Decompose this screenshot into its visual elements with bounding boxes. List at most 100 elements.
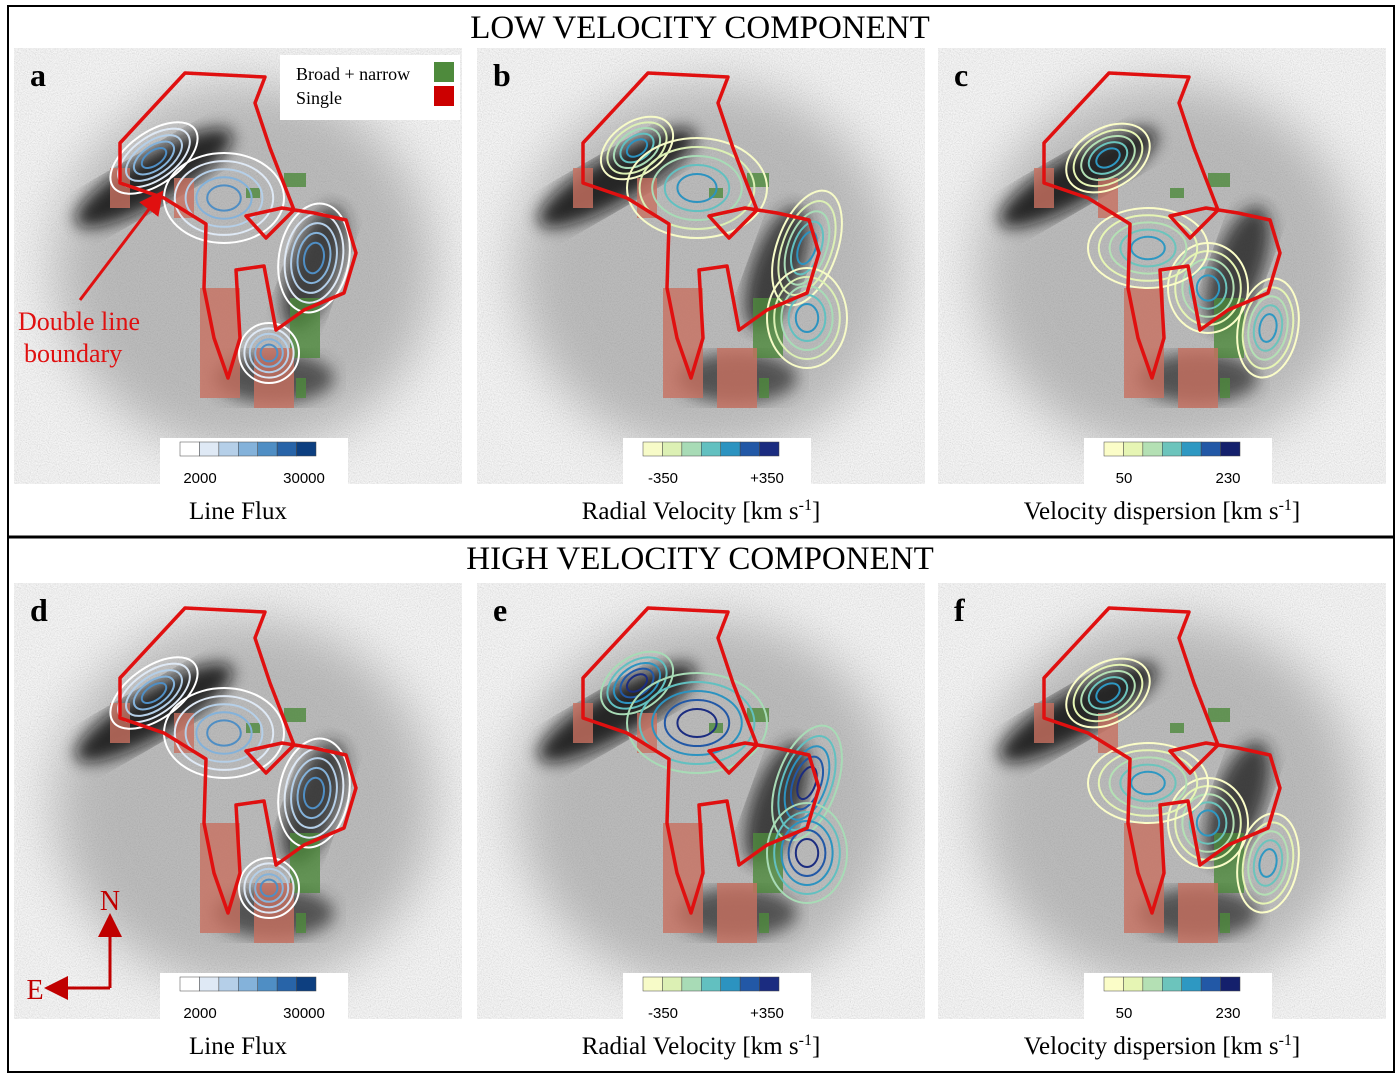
spaxel-patch bbox=[1208, 708, 1230, 722]
spaxel-patch bbox=[1178, 883, 1218, 943]
colorbar-min: -350 bbox=[648, 1005, 678, 1022]
caption-sup: -1 bbox=[1279, 497, 1292, 514]
image bbox=[14, 583, 462, 1019]
colorbar-swatch bbox=[760, 977, 779, 991]
colorbar-max: 230 bbox=[1215, 470, 1240, 487]
colorbar-swatch bbox=[1123, 442, 1142, 456]
colorbar-swatch bbox=[1221, 442, 1240, 456]
spaxel-patch bbox=[1220, 378, 1230, 398]
spaxel-patch bbox=[759, 378, 769, 398]
colorbar-swatch bbox=[199, 442, 218, 456]
caption: Radial Velocity [km s-1] bbox=[582, 1032, 821, 1060]
colorbar-swatch bbox=[682, 977, 701, 991]
colorbar-swatch bbox=[1221, 977, 1240, 991]
spaxel-patch bbox=[1208, 173, 1230, 187]
colorbar-swatch bbox=[721, 442, 740, 456]
section-title: HIGH VELOCITY COMPONENT bbox=[466, 541, 933, 577]
compass-north-label: N bbox=[100, 886, 120, 917]
caption-sup: -1 bbox=[1279, 1032, 1292, 1049]
colorbar-swatch bbox=[1162, 977, 1181, 991]
legend-label: Broad + narrow bbox=[296, 64, 410, 84]
colorbar-max: +350 bbox=[750, 470, 784, 487]
colorbar-swatch bbox=[258, 442, 277, 456]
panel-letter: c bbox=[954, 57, 968, 93]
caption: Velocity dispersion [km s-1] bbox=[1024, 497, 1301, 525]
spaxel-patch bbox=[759, 913, 769, 933]
colorbar-swatch bbox=[219, 977, 238, 991]
colorbar-swatch bbox=[682, 442, 701, 456]
annotation: boundary bbox=[24, 339, 122, 368]
colorbar-swatch bbox=[721, 977, 740, 991]
colorbar-swatch bbox=[760, 442, 779, 456]
colorbar-swatch bbox=[740, 442, 759, 456]
caption: Line Flux bbox=[189, 1033, 287, 1060]
caption-text: Line Flux bbox=[189, 498, 287, 525]
caption-text: Velocity dispersion [km s bbox=[1024, 498, 1279, 525]
panel-letter: e bbox=[493, 592, 507, 628]
colorbar-swatch bbox=[1201, 977, 1220, 991]
colorbar-swatch bbox=[277, 977, 296, 991]
colorbar-swatch bbox=[662, 977, 681, 991]
caption-text: Radial Velocity [km s bbox=[582, 1033, 799, 1060]
image bbox=[477, 583, 925, 1019]
colorbar-swatch bbox=[180, 442, 199, 456]
colorbar-swatch bbox=[1104, 977, 1123, 991]
colorbar-swatch bbox=[180, 977, 199, 991]
spaxel-patch bbox=[284, 708, 306, 722]
colorbar-swatch bbox=[662, 442, 681, 456]
spaxel-patch bbox=[296, 378, 306, 398]
caption-end: ] bbox=[812, 1033, 820, 1060]
colorbar-min: 2000 bbox=[183, 470, 216, 487]
panel: c50230 bbox=[938, 48, 1386, 487]
colorbar-swatch bbox=[199, 977, 218, 991]
legend-swatch bbox=[434, 86, 454, 106]
caption-text: Velocity dispersion [km s bbox=[1024, 1033, 1279, 1060]
colorbar-swatch bbox=[1162, 442, 1181, 456]
colorbar-swatch bbox=[258, 977, 277, 991]
panel-letter: b bbox=[493, 57, 511, 93]
caption: Radial Velocity [km s-1] bbox=[582, 497, 821, 525]
colorbar-swatch bbox=[740, 977, 759, 991]
spaxel-patch bbox=[1178, 348, 1218, 408]
colorbar-max: +350 bbox=[750, 1005, 784, 1022]
caption-end: ] bbox=[812, 498, 820, 525]
spaxel-patch bbox=[1170, 723, 1184, 733]
colorbar-swatch bbox=[1182, 977, 1201, 991]
colorbar-swatch bbox=[219, 442, 238, 456]
colorbar-swatch bbox=[643, 977, 662, 991]
colorbar-swatch bbox=[297, 977, 316, 991]
colorbar-min: 2000 bbox=[183, 1005, 216, 1022]
legend-label: Single bbox=[296, 88, 342, 108]
colorbar-swatch bbox=[701, 977, 720, 991]
colorbar-min: 50 bbox=[1116, 1005, 1133, 1022]
panel: e -350 +350 bbox=[477, 583, 925, 1022]
panel: a 2000 30000 Broad + narrow Single Double lin… bbox=[14, 48, 462, 487]
panel: d200030000NE bbox=[14, 583, 462, 1022]
panel-letter: a bbox=[30, 57, 46, 93]
caption-text: Radial Velocity [km s bbox=[582, 498, 799, 525]
caption-sup: -1 bbox=[799, 1032, 812, 1049]
colorbar-max: 30000 bbox=[283, 470, 325, 487]
colorbar-max: 30000 bbox=[283, 1005, 325, 1022]
panel-letter: d bbox=[30, 592, 48, 628]
spaxel-patch bbox=[717, 348, 757, 408]
colorbar-swatch bbox=[238, 977, 257, 991]
figure: LOW VELOCITY COMPONENTa200030000Broad + … bbox=[0, 0, 1400, 1074]
colorbar-swatch bbox=[701, 442, 720, 456]
image bbox=[477, 48, 925, 484]
colorbar-swatch bbox=[1104, 442, 1123, 456]
colorbar-swatch bbox=[1201, 442, 1220, 456]
spaxel-patch bbox=[717, 883, 757, 943]
colorbar-max: 230 bbox=[1215, 1005, 1240, 1022]
panel: b-350+350 bbox=[477, 48, 925, 487]
image bbox=[938, 48, 1386, 484]
spaxel-patch bbox=[296, 913, 306, 933]
caption-end: ] bbox=[1292, 498, 1300, 525]
caption-sup: -1 bbox=[799, 497, 812, 514]
caption-end: ] bbox=[1292, 1033, 1300, 1060]
colorbar-swatch bbox=[1123, 977, 1142, 991]
annotation: Double line bbox=[18, 307, 140, 336]
colorbar-swatch bbox=[238, 442, 257, 456]
spaxel-patch bbox=[1220, 913, 1230, 933]
